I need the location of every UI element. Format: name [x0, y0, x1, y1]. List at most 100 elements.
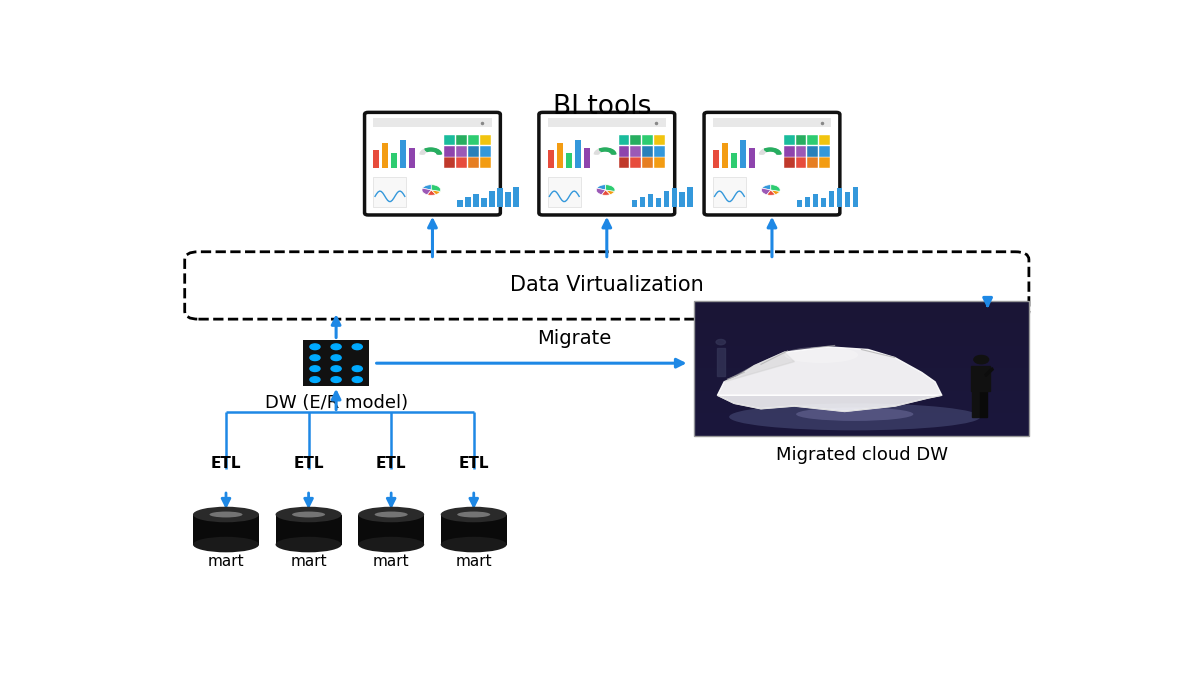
Bar	[574, 140, 580, 168]
Bar	[648, 194, 654, 207]
Wedge shape	[762, 184, 771, 190]
Bar	[276, 514, 342, 544]
Wedge shape	[431, 190, 440, 194]
Ellipse shape	[210, 511, 243, 518]
Bar	[303, 341, 369, 386]
Circle shape	[352, 366, 362, 371]
Bar	[688, 186, 693, 207]
Circle shape	[332, 366, 341, 371]
Bar	[784, 157, 794, 168]
Polygon shape	[980, 390, 987, 417]
Bar	[642, 146, 654, 157]
Ellipse shape	[440, 507, 507, 522]
Ellipse shape	[729, 403, 980, 430]
Ellipse shape	[440, 537, 507, 553]
Bar	[812, 194, 818, 207]
FancyBboxPatch shape	[539, 112, 675, 215]
Circle shape	[716, 339, 726, 345]
Bar	[642, 157, 654, 168]
FancyBboxPatch shape	[704, 112, 839, 215]
Bar	[807, 146, 818, 157]
Text: DW (E/R model): DW (E/R model)	[264, 394, 407, 413]
Ellipse shape	[276, 537, 342, 553]
Text: ETL: ETL	[458, 456, 489, 471]
Bar	[722, 143, 728, 168]
Bar	[373, 118, 491, 127]
Wedge shape	[606, 190, 614, 194]
Text: mart: mart	[207, 554, 244, 569]
Bar	[480, 135, 490, 145]
Wedge shape	[771, 190, 780, 194]
Bar	[694, 301, 1029, 435]
Bar	[713, 177, 746, 207]
Ellipse shape	[457, 511, 490, 518]
Bar	[654, 146, 665, 157]
Polygon shape	[725, 352, 794, 382]
Bar	[694, 301, 1029, 324]
Bar	[797, 200, 803, 207]
Text: mart: mart	[373, 554, 410, 569]
Circle shape	[310, 377, 320, 382]
Text: mart: mart	[456, 554, 493, 569]
Bar	[630, 157, 642, 168]
Wedge shape	[597, 184, 606, 190]
Bar	[713, 118, 831, 127]
Bar	[748, 148, 754, 168]
Circle shape	[352, 344, 362, 349]
Ellipse shape	[193, 507, 259, 522]
Bar	[373, 150, 379, 168]
Text: ETL: ETL	[294, 456, 324, 471]
Bar	[819, 146, 830, 157]
Circle shape	[310, 355, 320, 361]
Bar	[440, 514, 507, 544]
Bar	[373, 177, 406, 207]
Polygon shape	[972, 390, 980, 417]
Polygon shape	[718, 347, 941, 395]
Bar	[480, 146, 490, 157]
Bar	[566, 153, 572, 168]
Wedge shape	[423, 184, 431, 190]
Text: mart: mart	[290, 554, 327, 569]
FancyBboxPatch shape	[365, 112, 501, 215]
Bar	[468, 146, 478, 157]
Wedge shape	[597, 188, 606, 194]
Bar	[852, 186, 858, 207]
Wedge shape	[422, 188, 431, 194]
Bar	[784, 146, 794, 157]
Bar	[457, 200, 463, 207]
Bar	[193, 514, 259, 544]
Bar	[639, 197, 645, 207]
Ellipse shape	[276, 507, 342, 522]
Polygon shape	[971, 366, 990, 391]
Bar	[740, 140, 746, 168]
Bar	[819, 135, 830, 145]
Ellipse shape	[292, 511, 326, 518]
Bar	[456, 146, 466, 157]
Bar	[671, 188, 677, 207]
Bar	[694, 413, 1029, 435]
Polygon shape	[718, 395, 941, 411]
Wedge shape	[761, 188, 771, 194]
Bar	[497, 188, 503, 207]
Circle shape	[310, 366, 320, 371]
Bar	[456, 157, 466, 168]
Ellipse shape	[374, 511, 407, 518]
Bar	[400, 140, 406, 168]
Circle shape	[332, 377, 341, 382]
Bar	[468, 135, 478, 145]
Ellipse shape	[796, 407, 913, 421]
Bar	[618, 146, 630, 157]
Bar	[796, 135, 806, 145]
Bar	[807, 135, 818, 145]
Bar	[713, 150, 719, 168]
Bar	[784, 135, 794, 145]
Bar	[829, 191, 835, 207]
Bar	[642, 135, 654, 145]
Bar	[548, 177, 581, 207]
Wedge shape	[771, 184, 780, 191]
Bar	[807, 157, 818, 168]
Bar	[556, 143, 562, 168]
Wedge shape	[601, 190, 610, 195]
Bar	[694, 346, 1029, 368]
Bar	[506, 192, 510, 207]
